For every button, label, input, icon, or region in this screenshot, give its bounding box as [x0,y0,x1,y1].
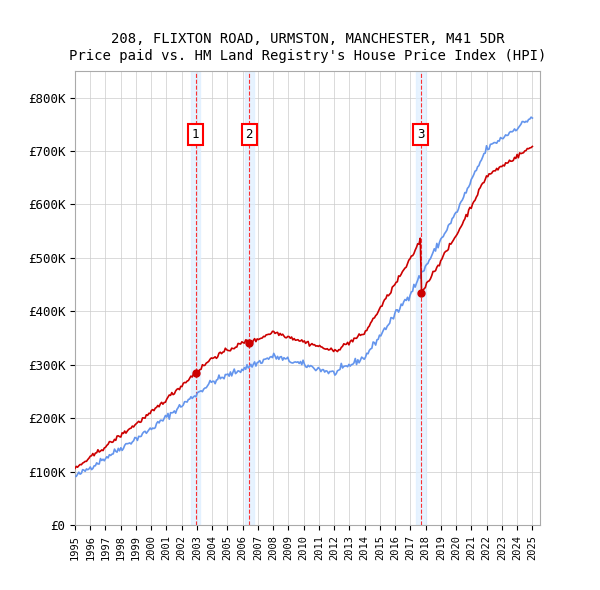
Text: 2: 2 [245,128,253,141]
Title: 208, FLIXTON ROAD, URMSTON, MANCHESTER, M41 5DR
Price paid vs. HM Land Registry': 208, FLIXTON ROAD, URMSTON, MANCHESTER, … [69,32,546,63]
Text: 1: 1 [192,128,199,141]
Text: 3: 3 [417,128,425,141]
Bar [416,71,425,525]
Bar [245,71,254,525]
Bar [191,71,200,525]
